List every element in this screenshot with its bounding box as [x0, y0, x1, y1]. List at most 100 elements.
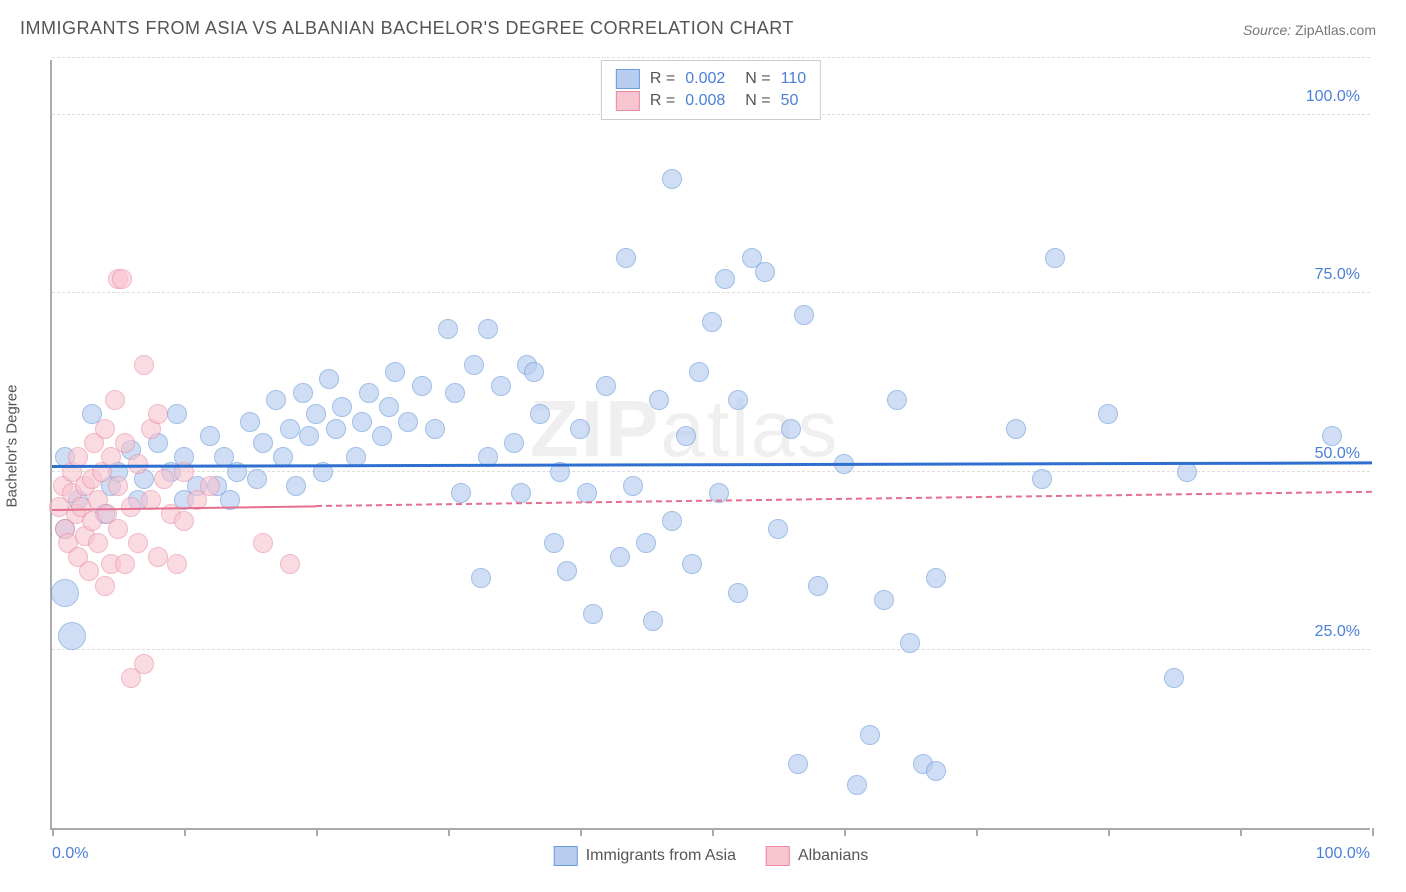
- data-point: [200, 426, 220, 446]
- data-point: [247, 469, 267, 489]
- data-point: [79, 561, 99, 581]
- data-point: [200, 476, 220, 496]
- data-point: [115, 554, 135, 574]
- data-point: [511, 483, 531, 503]
- data-point: [1032, 469, 1052, 489]
- x-tick: [580, 828, 582, 836]
- legend-swatch: [554, 846, 578, 866]
- data-point: [352, 412, 372, 432]
- source-label: Source:: [1243, 22, 1291, 38]
- data-point: [544, 533, 564, 553]
- n-label: N =: [745, 92, 770, 110]
- data-point: [504, 433, 524, 453]
- legend-swatch: [616, 91, 640, 111]
- data-point: [266, 390, 286, 410]
- gridline: [52, 292, 1370, 293]
- data-point: [682, 554, 702, 574]
- gridline: [52, 57, 1370, 58]
- data-point: [115, 433, 135, 453]
- legend-series-item: Albanians: [766, 846, 868, 866]
- data-point: [154, 469, 174, 489]
- x-tick: [1240, 828, 1242, 836]
- legend-series-item: Immigrants from Asia: [554, 846, 736, 866]
- data-point: [808, 576, 828, 596]
- n-label: N =: [745, 70, 770, 88]
- data-point: [445, 383, 465, 403]
- y-tick-label: 50.0%: [1315, 445, 1360, 463]
- data-point: [649, 390, 669, 410]
- watermark-bold: ZIP: [530, 384, 660, 473]
- data-point: [398, 412, 418, 432]
- source-value: ZipAtlas.com: [1295, 22, 1376, 38]
- data-point: [253, 433, 273, 453]
- data-point: [359, 383, 379, 403]
- data-point: [112, 269, 132, 289]
- x-tick-label: 0.0%: [52, 845, 88, 863]
- data-point: [781, 419, 801, 439]
- n-value: 110: [781, 70, 807, 88]
- data-point: [58, 622, 86, 650]
- data-point: [610, 547, 630, 567]
- legend-series: Immigrants from Asia Albanians: [554, 846, 869, 866]
- x-tick: [844, 828, 846, 836]
- data-point: [662, 511, 682, 531]
- data-point: [570, 419, 590, 439]
- data-point: [306, 404, 326, 424]
- data-point: [280, 554, 300, 574]
- data-point: [887, 390, 907, 410]
- r-value: 0.002: [685, 70, 725, 88]
- data-point: [293, 383, 313, 403]
- y-tick-label: 100.0%: [1306, 88, 1360, 106]
- data-point: [662, 169, 682, 189]
- data-point: [451, 483, 471, 503]
- data-point: [676, 426, 696, 446]
- r-value: 0.008: [685, 92, 725, 110]
- data-point: [412, 376, 432, 396]
- source-attribution: Source: ZipAtlas.com: [1243, 22, 1376, 38]
- legend-series-label: Immigrants from Asia: [586, 847, 736, 865]
- trend-line: [52, 461, 1372, 468]
- data-point: [379, 397, 399, 417]
- data-point: [623, 476, 643, 496]
- data-point: [788, 754, 808, 774]
- y-axis-title: Bachelor's Degree: [4, 385, 21, 508]
- chart-title: IMMIGRANTS FROM ASIA VS ALBANIAN BACHELO…: [20, 18, 794, 39]
- data-point: [557, 561, 577, 581]
- x-tick: [976, 828, 978, 836]
- data-point: [167, 404, 187, 424]
- data-point: [728, 390, 748, 410]
- data-point: [583, 604, 603, 624]
- data-point: [464, 355, 484, 375]
- data-point: [636, 533, 656, 553]
- x-tick: [316, 828, 318, 836]
- data-point: [755, 262, 775, 282]
- r-label: R =: [650, 92, 675, 110]
- legend-swatch: [616, 69, 640, 89]
- data-point: [108, 476, 128, 496]
- x-tick-label: 100.0%: [1316, 845, 1370, 863]
- data-point: [1322, 426, 1342, 446]
- data-point: [253, 533, 273, 553]
- data-point: [491, 376, 511, 396]
- data-point: [1006, 419, 1026, 439]
- n-value: 50: [781, 92, 799, 110]
- data-point: [1098, 404, 1118, 424]
- data-point: [643, 611, 663, 631]
- data-point: [105, 390, 125, 410]
- x-tick: [52, 828, 54, 836]
- x-tick: [448, 828, 450, 836]
- r-label: R =: [650, 70, 675, 88]
- data-point: [134, 654, 154, 674]
- data-point: [530, 404, 550, 424]
- data-point: [134, 355, 154, 375]
- data-point: [148, 547, 168, 567]
- legend-stats-row: R = 0.002 N = 110: [616, 69, 806, 89]
- data-point: [471, 568, 491, 588]
- data-point: [240, 412, 260, 432]
- y-tick-label: 75.0%: [1315, 266, 1360, 284]
- data-point: [299, 426, 319, 446]
- data-point: [326, 419, 346, 439]
- data-point: [874, 590, 894, 610]
- data-point: [900, 633, 920, 653]
- data-point: [332, 397, 352, 417]
